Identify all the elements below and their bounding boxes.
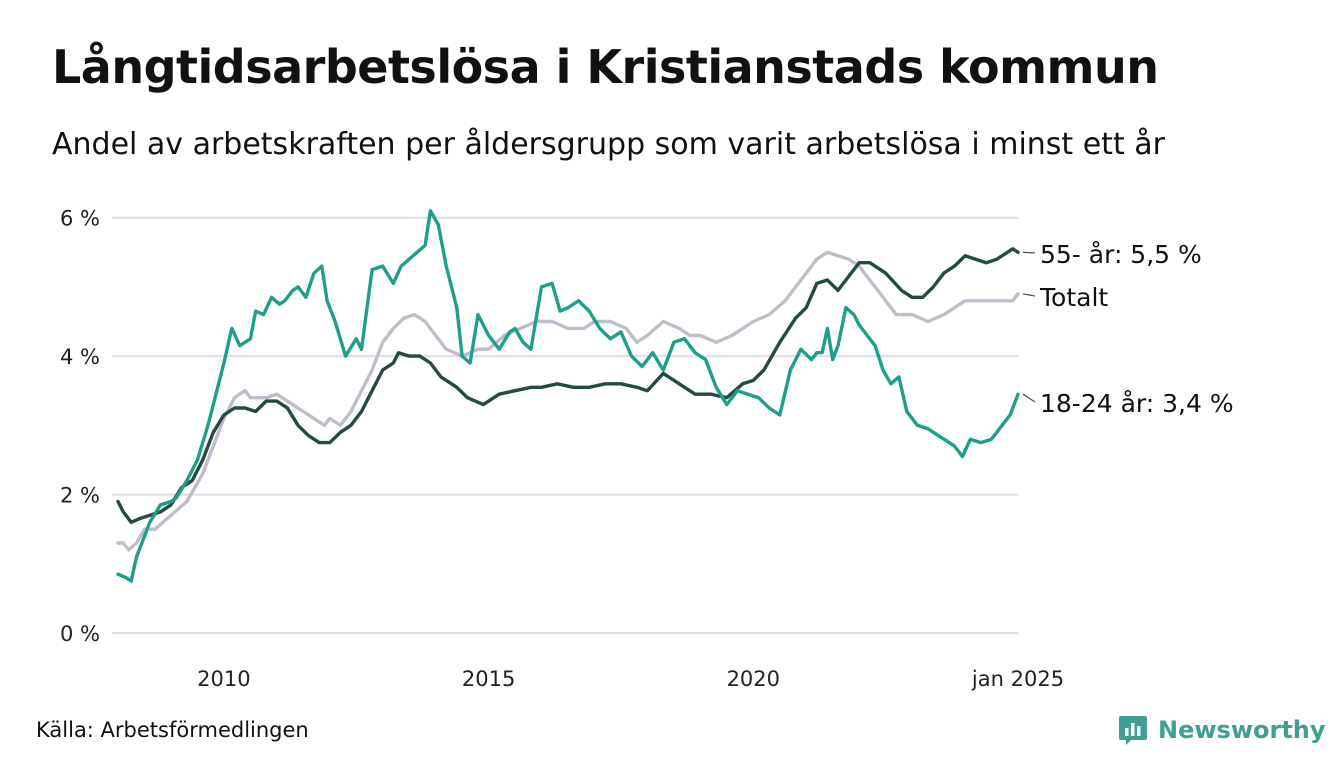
series-line-totalt <box>116 250 1020 552</box>
y-tick-label: 0 % <box>60 622 100 646</box>
y-tick-label: 2 % <box>60 484 100 508</box>
series-line-55-r <box>116 247 1020 524</box>
series-lines <box>116 209 1020 583</box>
newsworthy-logo-icon <box>1119 716 1147 745</box>
y-tick-label: 6 % <box>60 207 100 231</box>
x-axis-ticks: 2010 2015 2020 jan 2025 <box>197 667 1064 691</box>
series-line-18-24-r <box>116 209 1020 583</box>
grid-lines <box>112 216 1018 634</box>
series-end-label: 55- år: 5,5 % <box>1040 240 1202 269</box>
y-axis-ticks: 0 % 2 % 4 % 6 % <box>60 207 100 646</box>
chart-title: Långtidsarbetslösa i Kristianstads kommu… <box>52 40 1159 94</box>
label-connector <box>1022 251 1036 254</box>
x-tick-label: 2010 <box>197 667 250 691</box>
series-end-label: Totalt <box>1039 283 1108 312</box>
source-note: Källa: Arbetsförmedlingen <box>36 718 309 742</box>
series-end-label: 18-24 år: 3,4 % <box>1040 389 1234 418</box>
label-connector <box>1022 393 1036 403</box>
y-tick-label: 4 % <box>60 345 100 369</box>
end-labels: Totalt 55- år: 5,5 % 18-24 år: 3,4 % <box>1022 240 1234 418</box>
x-tick-label: jan 2025 <box>971 667 1064 691</box>
brand-logo: Newsworthy <box>1118 714 1326 746</box>
chart-subtitle: Andel av arbetskraften per åldersgrupp s… <box>52 127 1165 162</box>
label-connector <box>1022 293 1036 297</box>
brand-name: Newsworthy <box>1158 716 1326 744</box>
x-tick-label: 2015 <box>462 667 515 691</box>
x-tick-label: 2020 <box>727 667 780 691</box>
